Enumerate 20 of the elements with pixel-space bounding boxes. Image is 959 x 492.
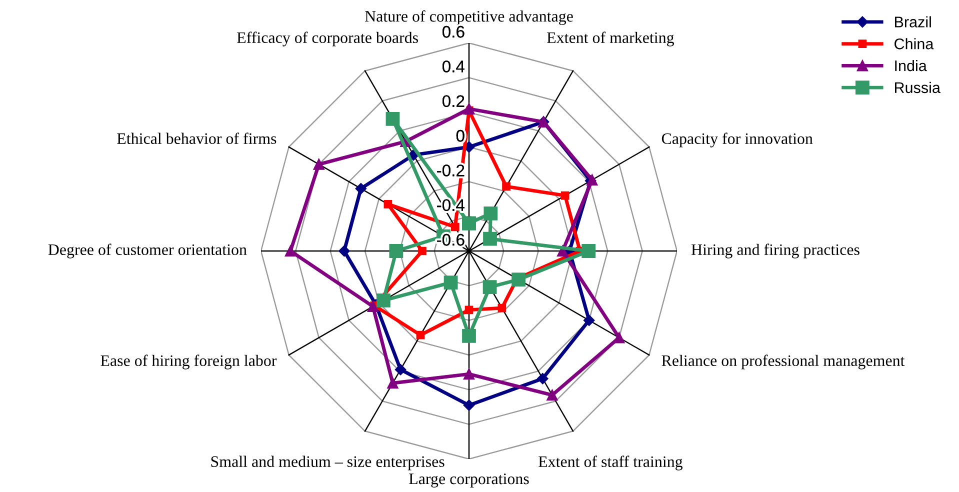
spoke-label: Nature of competitive advantage [365,10,573,25]
spoke-label: Degree of customer orientation [48,244,247,258]
spoke-label: Capacity for innovation [662,132,813,148]
y-tick-label: 0.4 [442,60,465,72]
spoke-label: Large corporations [409,473,529,488]
legend-label: Russia [895,82,940,94]
spoke-label: Ease of hiring foreign labor [100,354,277,370]
spoke-label: Hiring and firing practices [691,244,860,258]
spoke-label: Small and medium – size enterprises [211,456,444,470]
spoke-label: Efficacy of corporate boards [237,32,418,46]
y-tick-label: 0.6 [442,26,464,38]
legend-label: India [895,60,927,72]
spoke-label: Extent of staff training [538,456,683,470]
spoke-label: Extent of marketing [547,32,674,46]
spoke-label: Reliance on professional management [662,354,905,370]
y-tick-label: 0 [456,130,464,142]
y-tick-label: 0.2 [442,95,464,108]
legend-label: China [894,38,934,50]
legend-label: Brazil [895,16,931,28]
spoke-label: Ethical behavior of firms [117,132,276,144]
